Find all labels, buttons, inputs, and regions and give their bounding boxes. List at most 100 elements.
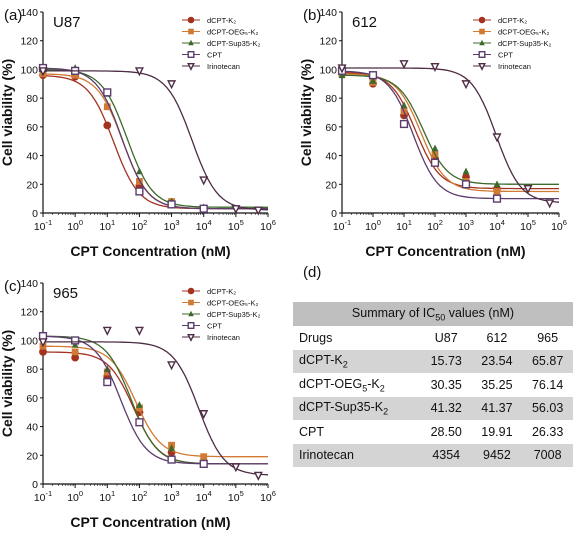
y-tick-label: 140 bbox=[319, 7, 337, 19]
x-tick-label: 104 bbox=[489, 218, 505, 233]
panel-title: 965 bbox=[53, 285, 78, 302]
legend-marker bbox=[188, 310, 194, 317]
column-header: Drugs bbox=[293, 326, 421, 350]
data-point bbox=[199, 176, 209, 186]
data-point bbox=[523, 184, 533, 195]
legend-marker bbox=[187, 287, 195, 295]
y-tick-label: 60 bbox=[26, 393, 38, 405]
data-point bbox=[136, 401, 143, 408]
ic50-612: 35.25 bbox=[471, 373, 523, 397]
x-tick-label: 103 bbox=[458, 218, 474, 233]
legend-label: dCPT-Sup35-K₂ bbox=[207, 310, 260, 319]
legend-marker bbox=[188, 299, 194, 306]
legend-label: CPT bbox=[207, 322, 222, 331]
x-axis-label: CPT Concentration (nM) bbox=[365, 243, 525, 259]
x-axis-label: CPT Concentration (nM) bbox=[70, 243, 230, 259]
y-tick-label: 140 bbox=[20, 7, 38, 19]
table-header-row: Drugs U87 612 965 bbox=[293, 326, 573, 350]
data-point bbox=[71, 348, 79, 356]
y-tick-label: 120 bbox=[319, 36, 337, 48]
data-point bbox=[103, 103, 111, 111]
legend-label: dCPT-K₂ bbox=[207, 287, 236, 296]
fit-curve bbox=[341, 71, 559, 190]
data-point bbox=[399, 60, 409, 70]
x-tick-label: 10-1 bbox=[34, 489, 52, 504]
x-tick-label: 106 bbox=[551, 218, 567, 233]
data-point bbox=[167, 80, 177, 90]
y-tick-label: 0 bbox=[331, 208, 337, 220]
data-point bbox=[71, 336, 80, 345]
fit-curve bbox=[43, 341, 269, 476]
x-tick-label: 100 bbox=[67, 218, 83, 233]
y-axis-label: Cell viability (%) bbox=[298, 59, 314, 166]
x-tick-label: 106 bbox=[260, 218, 276, 233]
x-tick-label: 104 bbox=[196, 489, 212, 504]
ic50-u87: 41.32 bbox=[420, 396, 472, 420]
ic50-965: 56.03 bbox=[522, 396, 573, 420]
y-axis-label: Cell viability (%) bbox=[0, 330, 15, 437]
legend-label: dCPT-Sup35-K₂ bbox=[207, 39, 260, 48]
table-title: Summary of IC50 values (nM) bbox=[293, 302, 573, 326]
data-point bbox=[337, 64, 347, 74]
data-point bbox=[102, 326, 112, 336]
fit-curve bbox=[42, 68, 268, 208]
y-tick-label: 20 bbox=[26, 450, 38, 462]
y-tick-label: 80 bbox=[325, 93, 337, 105]
data-point bbox=[253, 206, 263, 216]
legend-marker bbox=[478, 16, 486, 24]
fit-curve bbox=[341, 74, 559, 185]
ic50-965: 76.14 bbox=[522, 373, 573, 397]
data-point bbox=[461, 80, 471, 90]
table-row: dCPT-K2 15.73 23.54 65.87 bbox=[293, 349, 573, 373]
fit-curve bbox=[341, 70, 559, 200]
y-tick-label: 60 bbox=[26, 122, 38, 134]
data-point bbox=[492, 194, 502, 203]
y-tick-label: 40 bbox=[325, 151, 337, 163]
x-tick-label: 103 bbox=[164, 489, 180, 504]
data-point bbox=[461, 180, 471, 189]
data-point bbox=[71, 71, 79, 79]
fit-curve bbox=[42, 73, 268, 210]
ic50-u87: 4354 bbox=[420, 443, 472, 467]
legend-label: Irinotecan bbox=[207, 333, 240, 342]
x-tick-label: 103 bbox=[164, 218, 180, 233]
ic50-summary-table: Summary of IC50 values (nM) Drugs U87 61… bbox=[293, 302, 573, 467]
data-point bbox=[103, 377, 112, 387]
ic50-612: 9452 bbox=[471, 443, 523, 467]
x-axis-label: CPT Concentration (nM) bbox=[70, 514, 230, 530]
y-tick-label: 80 bbox=[26, 364, 38, 376]
legend-label: dCPT-OEG₅-K₂ bbox=[207, 28, 258, 37]
legend-marker bbox=[478, 63, 486, 71]
legend-label: dCPT-Sup35-K₂ bbox=[498, 39, 551, 48]
ic50-612: 19.91 bbox=[471, 420, 523, 444]
table-row: Irinotecan 4354 9452 7008 bbox=[293, 443, 573, 467]
table-row: CPT 28.50 19.91 26.33 bbox=[293, 420, 573, 444]
x-tick-label: 101 bbox=[396, 218, 412, 233]
data-point bbox=[103, 121, 112, 130]
y-tick-label: 80 bbox=[26, 93, 38, 105]
data-point bbox=[134, 326, 144, 336]
legend-marker bbox=[479, 39, 485, 46]
fit-curve bbox=[42, 67, 268, 210]
drug-name: dCPT-K2 bbox=[293, 349, 421, 373]
x-tick-label: 10-1 bbox=[34, 218, 52, 233]
y-tick-label: 40 bbox=[26, 151, 38, 163]
legend-label: dCPT-OEG₅-K₂ bbox=[498, 28, 549, 37]
y-tick-label: 100 bbox=[20, 335, 38, 347]
data-point bbox=[492, 133, 502, 143]
y-tick-label: 100 bbox=[319, 64, 337, 76]
fit-curve bbox=[42, 75, 268, 210]
y-axis-label: Cell viability (%) bbox=[0, 59, 15, 166]
legend-marker bbox=[187, 16, 195, 24]
x-tick-label: 105 bbox=[228, 218, 244, 233]
y-tick-label: 100 bbox=[20, 64, 38, 76]
ic50-612: 23.54 bbox=[471, 349, 523, 373]
legend-marker bbox=[187, 63, 195, 71]
y-tick-label: 40 bbox=[26, 422, 38, 434]
legend-marker bbox=[187, 51, 195, 59]
x-tick-label: 102 bbox=[131, 489, 147, 504]
x-tick-label: 10-1 bbox=[333, 218, 351, 233]
data-point bbox=[231, 463, 241, 473]
x-tick-label: 102 bbox=[131, 218, 147, 233]
